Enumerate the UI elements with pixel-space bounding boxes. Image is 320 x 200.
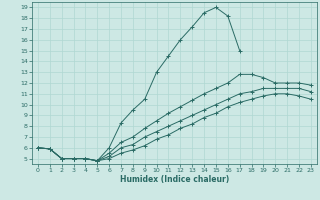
X-axis label: Humidex (Indice chaleur): Humidex (Indice chaleur) [120,175,229,184]
